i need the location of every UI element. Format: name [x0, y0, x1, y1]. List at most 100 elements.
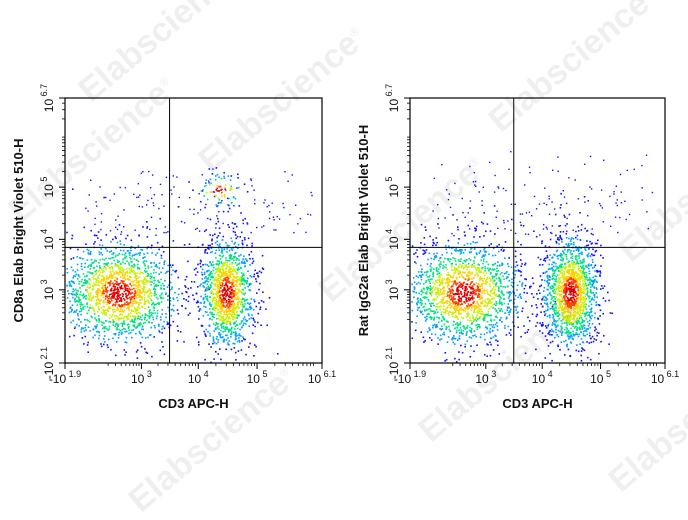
event-dot	[137, 318, 139, 320]
event-dot	[116, 273, 118, 275]
event-dot	[592, 249, 594, 251]
event-dot	[124, 349, 126, 351]
event-dot	[222, 285, 224, 287]
event-dot	[110, 321, 112, 323]
event-dot	[448, 285, 450, 287]
event-dot	[98, 318, 100, 320]
event-dot	[256, 272, 258, 274]
event-dot	[93, 286, 95, 288]
event-dot	[470, 298, 472, 300]
event-dot	[479, 236, 481, 238]
event-dot	[570, 342, 572, 344]
event-dot	[235, 352, 237, 354]
event-dot	[592, 277, 594, 279]
event-dot	[139, 195, 140, 196]
event-dot	[136, 297, 138, 299]
event-dot	[447, 306, 449, 308]
event-dot	[480, 297, 482, 299]
event-dot	[134, 319, 136, 321]
event-dot	[89, 286, 91, 288]
event-dot	[459, 298, 461, 300]
event-dot	[544, 258, 546, 260]
event-dot	[507, 276, 509, 278]
event-dot	[492, 326, 494, 328]
event-dot	[437, 326, 439, 328]
event-dot	[421, 311, 423, 313]
event-dot	[462, 262, 464, 264]
event-dot	[435, 244, 437, 246]
event-dot	[167, 307, 169, 309]
event-dot	[590, 359, 592, 361]
event-dot	[225, 326, 227, 328]
event-dot	[155, 294, 157, 296]
event-dot	[450, 258, 452, 260]
event-dot	[84, 319, 86, 321]
event-dot	[488, 270, 490, 272]
event-dot	[190, 287, 192, 289]
event-dot	[431, 278, 433, 280]
event-dot	[506, 278, 508, 280]
event-dot	[145, 268, 147, 270]
event-dot	[482, 300, 484, 302]
event-dot	[599, 271, 601, 273]
event-dot	[515, 266, 517, 268]
event-dot	[87, 342, 89, 344]
event-dot	[588, 314, 590, 316]
event-dot	[453, 297, 455, 299]
event-dot	[158, 330, 160, 332]
event-dot	[75, 326, 77, 328]
event-dot	[460, 345, 462, 347]
event-dot	[436, 242, 438, 244]
event-dot	[234, 317, 236, 319]
event-dot	[485, 231, 487, 233]
event-dot	[195, 229, 196, 230]
event-dot	[457, 310, 459, 312]
event-dot	[102, 272, 104, 274]
event-dot	[557, 237, 559, 239]
event-dot	[592, 255, 594, 257]
event-dot	[478, 264, 480, 266]
event-dot	[80, 291, 82, 293]
event-dot	[420, 283, 422, 285]
event-dot	[243, 318, 245, 320]
event-dot	[150, 278, 152, 280]
event-dot	[246, 245, 248, 247]
event-dot	[77, 304, 79, 306]
event-dot	[440, 264, 442, 266]
event-dot	[220, 287, 222, 289]
event-dot	[578, 230, 580, 232]
event-dot	[163, 321, 165, 323]
event-dot	[447, 302, 449, 304]
event-dot	[218, 333, 220, 335]
event-dot	[171, 274, 173, 276]
event-dot	[114, 309, 116, 311]
event-dot	[227, 204, 229, 206]
event-dot	[232, 296, 234, 298]
event-dot	[475, 242, 477, 244]
event-dot	[241, 291, 243, 293]
event-dot	[573, 242, 575, 244]
event-dot	[490, 344, 492, 346]
event-dot	[539, 322, 541, 324]
event-dot	[156, 266, 158, 268]
event-dot	[136, 280, 138, 282]
event-dot	[217, 205, 219, 207]
event-dot	[443, 297, 445, 299]
event-dot	[456, 330, 458, 332]
event-dot	[591, 284, 593, 286]
event-dot	[260, 307, 262, 309]
event-dot	[72, 294, 74, 296]
event-dot	[595, 251, 597, 253]
event-dot	[441, 325, 443, 327]
event-dot	[248, 346, 250, 348]
event-dot	[558, 239, 560, 241]
event-dot	[602, 288, 604, 290]
event-dot	[138, 183, 139, 184]
event-dot	[84, 330, 86, 332]
event-dot	[417, 309, 419, 311]
event-dot	[587, 357, 589, 359]
event-dot	[412, 338, 414, 340]
event-dot	[539, 293, 541, 295]
event-dot	[219, 348, 221, 350]
event-dot	[219, 244, 221, 246]
